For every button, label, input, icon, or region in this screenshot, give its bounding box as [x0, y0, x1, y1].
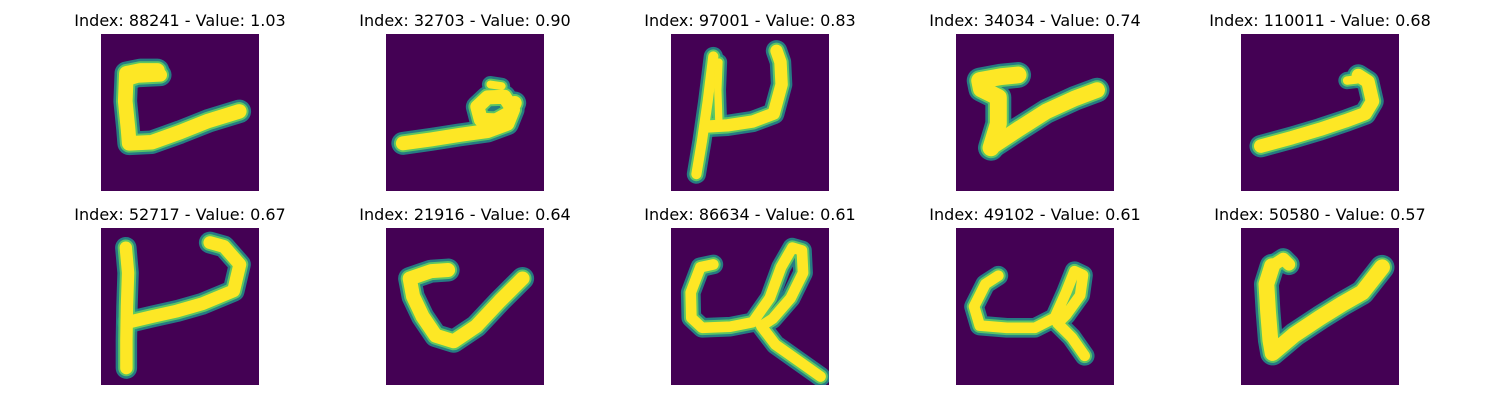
- stroke-core: [119, 241, 135, 375]
- stroke-core: [1253, 68, 1380, 153]
- panel-title: Index: 97001 - Value: 0.83: [644, 11, 856, 30]
- glyph-image: [101, 34, 259, 191]
- stroke-core: [691, 51, 719, 180]
- stroke-core: [121, 68, 168, 86]
- stroke-core: [971, 66, 1027, 157]
- panel-title: Index: 88241 - Value: 1.03: [74, 11, 286, 30]
- panel-1: Index: 88241 - Value: 1.03: [60, 10, 300, 191]
- glyph-image: [956, 34, 1114, 191]
- panel-title: Index: 50580 - Value: 0.57: [1214, 205, 1426, 224]
- panel-title: Index: 21916 - Value: 0.64: [359, 205, 571, 224]
- stroke-core: [395, 89, 522, 151]
- panel-title: Index: 32703 - Value: 0.90: [359, 11, 571, 30]
- panel-7: Index: 21916 - Value: 0.64: [345, 204, 585, 385]
- stroke-core: [1258, 258, 1390, 361]
- panel-8: Index: 86634 - Value: 0.61: [630, 204, 870, 385]
- panel-9: Index: 49102 - Value: 0.61: [915, 204, 1155, 385]
- panel-3: Index: 97001 - Value: 0.83: [630, 10, 870, 191]
- panel-4: Index: 34034 - Value: 0.74: [915, 10, 1155, 191]
- panel-title: Index: 52717 - Value: 0.67: [74, 205, 286, 224]
- glyph-image: [386, 228, 544, 385]
- stroke-core: [685, 242, 826, 382]
- glyph-image: [956, 228, 1114, 385]
- stroke-core: [1342, 75, 1361, 85]
- glyph-image: [1241, 34, 1399, 191]
- stroke-core: [968, 265, 1091, 362]
- glyph-image: [386, 34, 544, 191]
- stroke-core: [714, 58, 723, 129]
- stroke-core: [1265, 252, 1296, 273]
- stroke-core: [402, 263, 530, 349]
- panel-5: Index: 110011 - Value: 0.68: [1200, 10, 1440, 191]
- panel-title: Index: 86634 - Value: 0.61: [644, 205, 856, 224]
- stroke-core: [984, 82, 1105, 154]
- glyph-image: [671, 34, 829, 191]
- glyph-image: [1241, 228, 1399, 385]
- stroke-core: [701, 44, 788, 133]
- glyph-image: [101, 228, 259, 385]
- panel-10: Index: 50580 - Value: 0.57: [1200, 204, 1440, 385]
- panel-title: Index: 34034 - Value: 0.74: [929, 11, 1141, 30]
- stroke-core: [486, 80, 506, 91]
- panel-title: Index: 110011 - Value: 0.68: [1209, 11, 1431, 30]
- panel-title: Index: 49102 - Value: 0.61: [929, 205, 1141, 224]
- glyph-image: [671, 228, 829, 385]
- panel-6: Index: 52717 - Value: 0.67: [60, 204, 300, 385]
- panel-2: Index: 32703 - Value: 0.90: [345, 10, 585, 191]
- stroke-core: [121, 236, 247, 329]
